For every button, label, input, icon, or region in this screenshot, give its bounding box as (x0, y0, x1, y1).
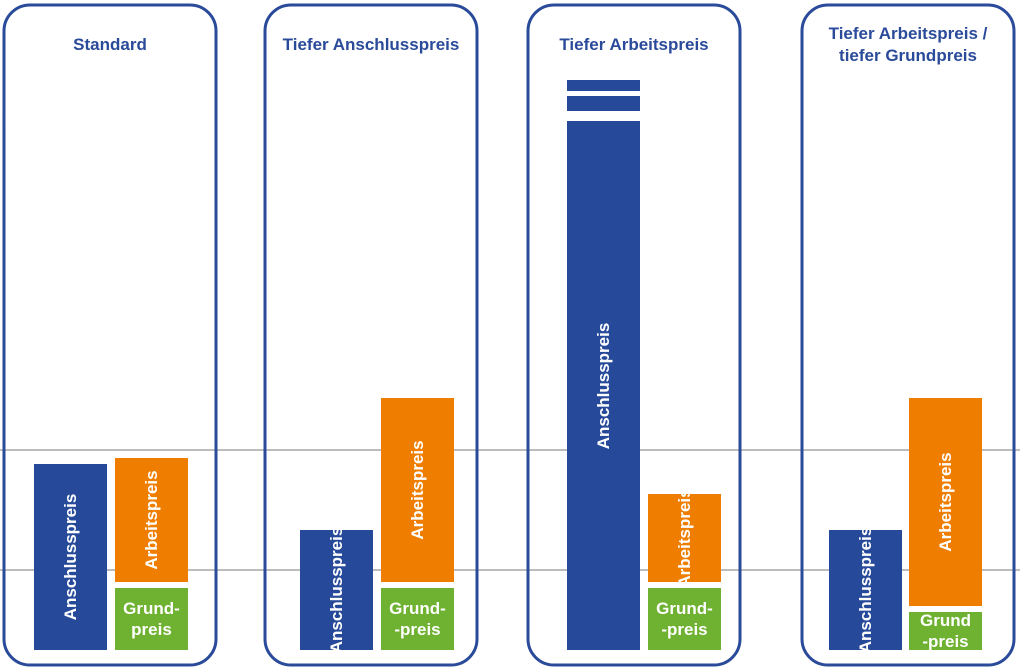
bar-segment-anschluss (829, 530, 902, 650)
bar-segment-arbeit (381, 398, 454, 582)
bar-label-anschluss: Anschlusspreis (61, 494, 80, 621)
bar-segment-anschluss (34, 464, 107, 650)
panel-title: Tiefer Arbeitspreis / (829, 24, 988, 43)
panel-frame (800, 3, 1016, 667)
bar-label-arbeit: Arbeitspreis (675, 488, 694, 587)
bar-label-grund: Grund- (123, 599, 180, 618)
panel-3: Tiefer Arbeitspreis Anschlusspreis Grund- -… (526, 3, 742, 667)
panel-title: Tiefer Anschlusspreis (283, 35, 460, 54)
axis-break-strip (566, 111, 641, 121)
bar-label-anschluss: Anschlusspreis (594, 323, 613, 450)
bar-label-grund: -preis (394, 620, 440, 639)
bar-segment-grund (909, 612, 982, 650)
bar-label-anschluss: Anschlusspreis (856, 527, 875, 654)
bar-segment-anschluss (567, 80, 640, 650)
bar-segment-anschluss (300, 530, 373, 650)
panel-1: Standard Anschlusspreis Grund-preis Arbeits… (2, 3, 218, 667)
bar-label-anschluss: Anschlusspreis (327, 527, 346, 654)
panel-2: Tiefer Anschlusspreis Anschlusspreis Grund… (263, 3, 479, 667)
bar-label-grund: preis (131, 620, 172, 639)
panel-title: Tiefer Arbeitspreis (559, 35, 708, 54)
bar-label-arbeit: Arbeitspreis (408, 440, 427, 539)
bar-label-arbeit: Arbeitspreis (936, 452, 955, 551)
axis-break-strip (566, 91, 641, 96)
panel-frame (526, 3, 742, 667)
bar-segment-grund (115, 588, 188, 650)
bar-label-arbeit: Arbeitspreis (142, 470, 161, 569)
panel-4: Tiefer Arbeitspreis / tiefer Grundpreis An… (800, 3, 1016, 667)
panel-frame (263, 3, 479, 667)
bar-label-grund: -preis (661, 620, 707, 639)
bar-segment-arbeit (115, 458, 188, 582)
bar-segment-grund (381, 588, 454, 650)
bar-label-grund: Grund- (389, 599, 446, 618)
bar-label-grund: -preis (922, 632, 968, 651)
bar-label-grund: Grund- (656, 599, 713, 618)
panel-title: Standard (73, 35, 147, 54)
panel-frame (2, 3, 218, 667)
panel-title: tiefer Grundpreis (839, 46, 977, 65)
bar-segment-arbeit (648, 494, 721, 582)
bar-segment-arbeit (909, 398, 982, 606)
bar-segment-grund (648, 588, 721, 650)
bar-label-grund: Grund (920, 611, 971, 630)
